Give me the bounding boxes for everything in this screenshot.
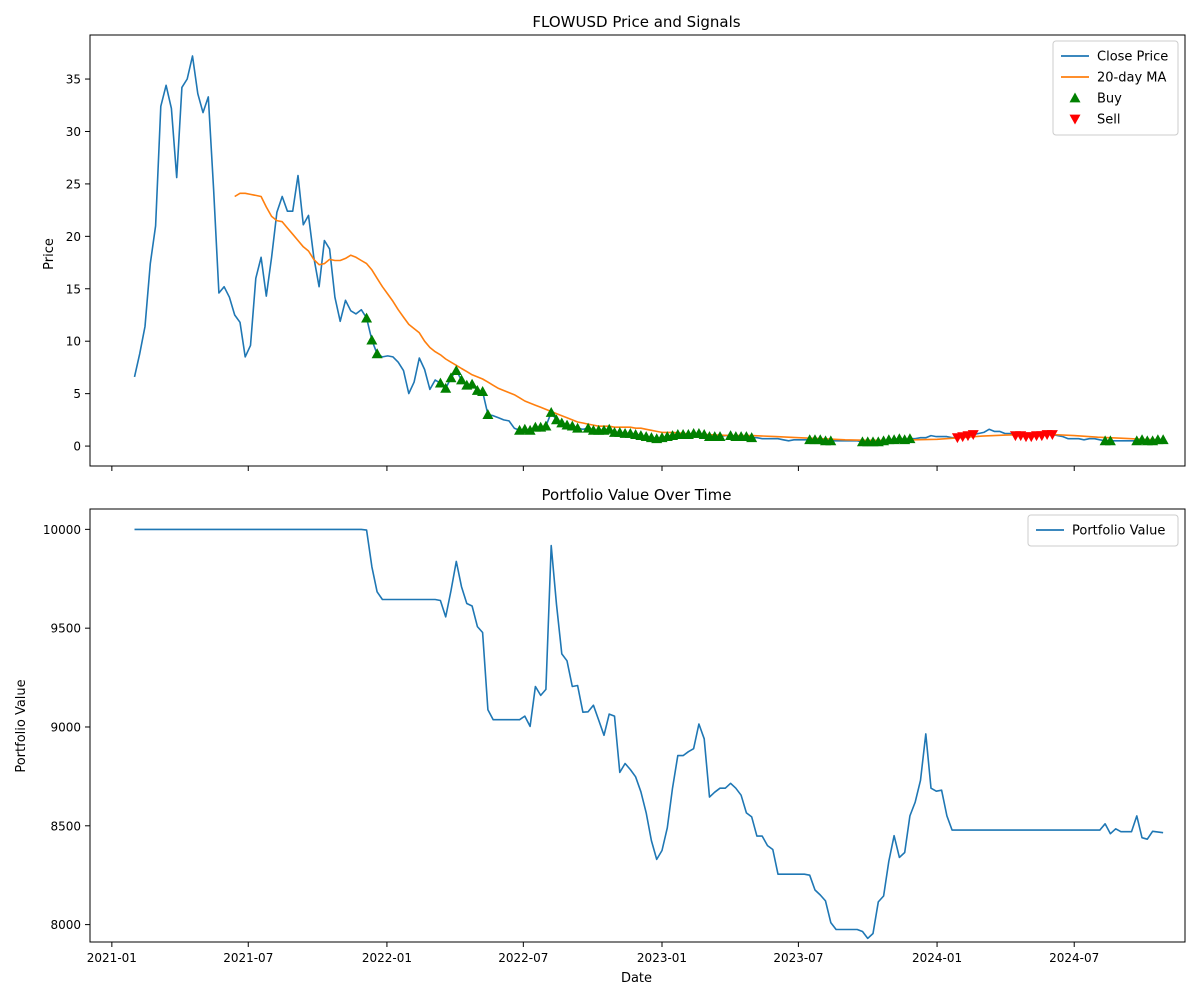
buy-marker: [603, 423, 615, 434]
y-tick-label: 10: [66, 335, 81, 349]
portfolio-y-axis-label: Portfolio Value: [14, 679, 29, 772]
price-chart-panel: FLOWUSD Price and Signals Price 0 5 10 15 20…: [42, 13, 1186, 471]
buy-marker: [904, 433, 916, 444]
x-tick-label: 2023-01: [637, 951, 687, 965]
buy-marker: [440, 382, 452, 393]
buy-marker: [456, 374, 468, 385]
y-tick-label: 9500: [50, 622, 81, 636]
y-tick-label: 0: [73, 440, 81, 454]
y-tick-label: 5: [73, 387, 81, 401]
buy-marker: [540, 420, 552, 431]
buy-marker: [450, 365, 462, 375]
y-tick-label: 9000: [50, 720, 81, 734]
legend-swatch: [1069, 92, 1081, 103]
legend-entry: Sell: [1097, 113, 1120, 128]
x-tick-label: 2022-07: [498, 951, 548, 965]
series-line-20-day-ma: [234, 192, 1164, 442]
axes-frame: [89, 508, 1186, 943]
y-tick-label: 8500: [50, 819, 81, 833]
buy-marker: [524, 424, 536, 435]
buy-marker: [366, 334, 378, 345]
buy-marker: [714, 431, 726, 442]
buy-marker: [466, 378, 478, 389]
sell-marker: [967, 430, 979, 441]
buy-marker: [545, 407, 557, 417]
buy-marker: [361, 312, 373, 323]
x-tick-label: 2024-07: [1049, 951, 1099, 965]
portfolio-x-axis-label: Date: [621, 971, 652, 986]
portfolio-chart-panel: Portfolio Value Over Time Portfolio Valu…: [14, 486, 1186, 986]
price-y-axis-label: Price: [42, 238, 57, 270]
buy-marker: [746, 432, 758, 443]
legend-entry: Portfolio Value: [1072, 524, 1165, 539]
legend-swatch: [1069, 114, 1081, 125]
buy-marker: [482, 409, 494, 420]
x-tick-label: 2021-01: [87, 951, 137, 965]
sell-marker: [1046, 430, 1058, 441]
buy-marker: [1104, 435, 1116, 446]
series-line-portfolio-value: [134, 528, 1164, 940]
y-tick-label: 10000: [43, 523, 81, 537]
y-tick-label: 8000: [50, 918, 81, 932]
legend: Close Price 20-day MA Buy Sell: [1052, 40, 1179, 136]
legend-box: [1027, 514, 1179, 547]
x-tick-label: 2022-01: [362, 951, 412, 965]
buy-marker: [371, 348, 383, 359]
legend: Portfolio Value: [1027, 514, 1179, 547]
y-tick-label: 30: [66, 125, 81, 139]
buy-marker: [477, 386, 489, 396]
buy-marker: [434, 377, 446, 388]
buy-marker: [572, 422, 584, 433]
y-tick-label: 15: [66, 282, 81, 296]
portfolio-plot-area: 2021-01 2021-07 2022-01 2022-07 2023-01 2023-…: [43, 508, 1186, 965]
x-tick-label: 2024-01: [912, 951, 962, 965]
axes-frame: [89, 34, 1186, 467]
y-tick-label: 20: [66, 230, 81, 244]
buy-marker: [1157, 434, 1169, 445]
legend-entry: Close Price: [1097, 50, 1168, 65]
portfolio-chart-title: Portfolio Value Over Time: [542, 486, 732, 504]
legend-box: [1052, 40, 1179, 136]
buy-marker: [445, 372, 457, 383]
price-plot-area: 0 5 10 15 20 25 30 35 Close Price 20-day MA Buy Sel…: [66, 34, 1186, 471]
x-tick-label: 2021-07: [223, 951, 273, 965]
buy-marker: [550, 414, 562, 425]
legend-entry: Buy: [1097, 92, 1122, 107]
buy-marker: [825, 435, 837, 446]
y-tick-label: 25: [66, 177, 81, 191]
legend-entry: 20-day MA: [1097, 71, 1166, 86]
y-tick-label: 35: [66, 73, 81, 87]
x-tick-label: 2023-07: [773, 951, 823, 965]
price-chart-title: FLOWUSD Price and Signals: [532, 13, 740, 31]
